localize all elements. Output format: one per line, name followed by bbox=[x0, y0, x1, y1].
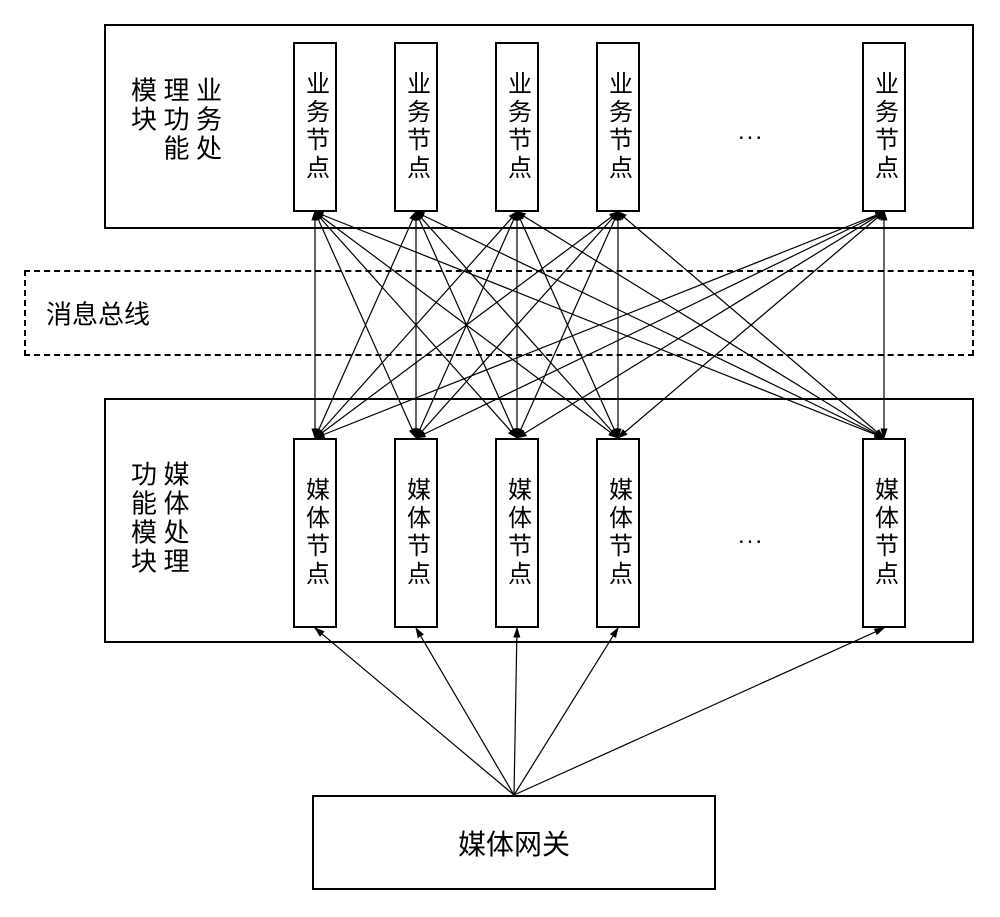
business-node-label: 业务节点 bbox=[298, 71, 333, 183]
business-node-label: 业务节点 bbox=[867, 71, 902, 183]
gateway-connection bbox=[514, 628, 618, 795]
business-node-label: 业务节点 bbox=[601, 71, 636, 183]
gateway-connection bbox=[416, 628, 514, 795]
message-bus: 消息总线 bbox=[24, 270, 974, 356]
media-node: 媒体节点 bbox=[394, 438, 438, 628]
media-node-label: 媒体节点 bbox=[500, 477, 535, 589]
business-node: 业务节点 bbox=[596, 42, 640, 212]
message-bus-label: 消息总线 bbox=[46, 295, 150, 332]
media-node: 媒体节点 bbox=[596, 438, 640, 628]
business-node: 业务节点 bbox=[293, 42, 337, 212]
media-node-label: 媒体节点 bbox=[399, 477, 434, 589]
ellipsis: ... bbox=[738, 118, 764, 146]
gateway-connection bbox=[514, 628, 517, 795]
business-processing-module: 业务处理功能模块 bbox=[104, 24, 974, 229]
media-gateway: 媒体网关 bbox=[312, 795, 716, 890]
ellipsis: ... bbox=[738, 522, 764, 550]
media-node-label: 媒体节点 bbox=[867, 477, 902, 589]
business-node-label: 业务节点 bbox=[500, 71, 535, 183]
business-node-label: 业务节点 bbox=[399, 71, 434, 183]
business-node: 业务节点 bbox=[862, 42, 906, 212]
media-node-label: 媒体节点 bbox=[601, 477, 636, 589]
media-node-label: 媒体节点 bbox=[298, 477, 333, 589]
media-gateway-label: 媒体网关 bbox=[458, 823, 570, 863]
media-processing-module: 媒体处理功能模块 bbox=[104, 398, 974, 643]
media-module-label: 媒体处理功能模块 bbox=[126, 460, 191, 581]
diagram-container: 业务处理功能模块 消息总线 媒体处理功能模块 媒体网关 业务节点 业务节点 业务节点… bbox=[0, 0, 1000, 917]
gateway-connection bbox=[315, 628, 514, 795]
business-node: 业务节点 bbox=[495, 42, 539, 212]
business-node: 业务节点 bbox=[394, 42, 438, 212]
gateway-connection bbox=[514, 628, 884, 795]
media-node: 媒体节点 bbox=[293, 438, 337, 628]
business-module-label: 业务处理功能模块 bbox=[126, 76, 224, 177]
media-node: 媒体节点 bbox=[495, 438, 539, 628]
media-node: 媒体节点 bbox=[862, 438, 906, 628]
